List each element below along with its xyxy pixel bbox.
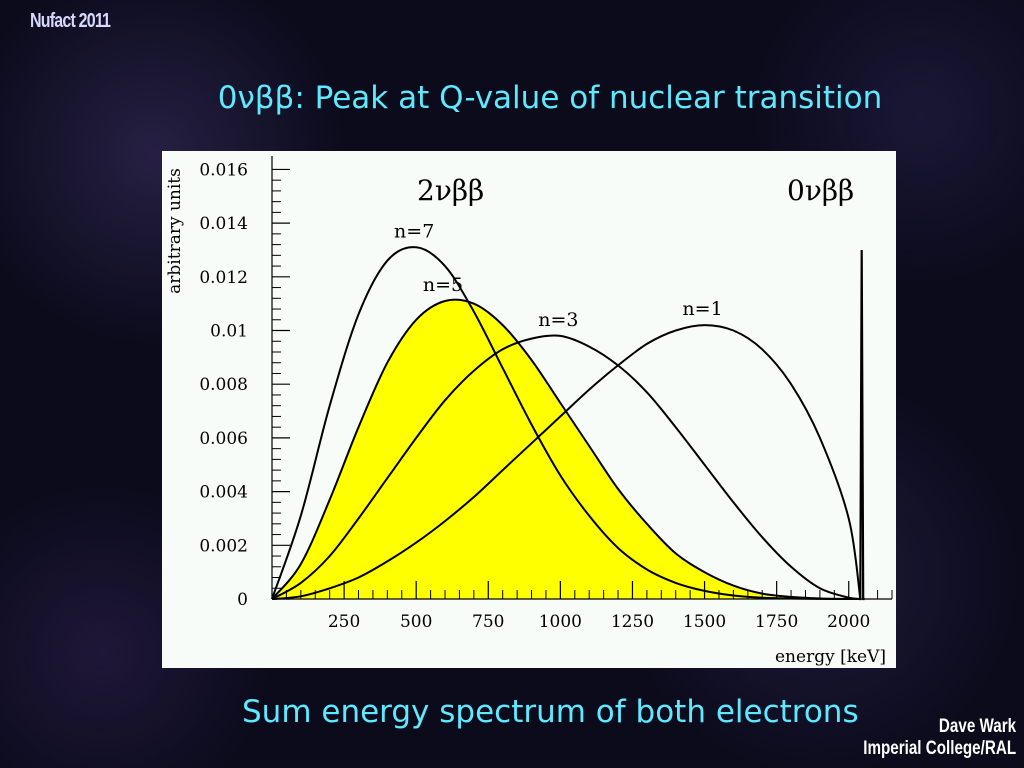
y-tick-label: 0.008 — [199, 375, 248, 395]
author-credit: Dave Wark Imperial College/RAL — [863, 716, 1016, 760]
y-tick-label: 0.01 — [210, 322, 248, 342]
x-tick-label: 2000 — [827, 612, 870, 632]
author-affiliation: Imperial College/RAL — [863, 738, 1016, 759]
slide-subtitle: Sum energy spectrum of both electrons — [242, 694, 859, 730]
y-tick-label: 0.006 — [199, 429, 248, 449]
x-axis-label: energy [keV] — [775, 647, 886, 667]
x-tick-label: 1250 — [611, 612, 654, 632]
series-label-n7: n=7 — [394, 220, 434, 242]
y-axis-label: arbitrary units — [165, 168, 185, 294]
series-label-n1: n=1 — [682, 298, 722, 320]
series-0vbb-peak — [858, 249, 865, 601]
y-tick-label: 0.002 — [199, 536, 248, 556]
x-tick-label: 1500 — [683, 612, 726, 632]
series-n7-curve — [271, 246, 861, 600]
y-tick-label: 0.016 — [199, 160, 248, 180]
y-tick-label: 0.014 — [199, 214, 248, 234]
y-tick-label: 0.012 — [199, 268, 248, 288]
spectrum-chart: n=7 n=5 n=3 n=1 0 0.002 0.004 0.006 0.008 0.01 0.0… — [165, 156, 893, 667]
series-n3-curve — [271, 334, 861, 600]
conference-label: Nufact 2011 — [30, 10, 111, 32]
slide-title: 0νββ: Peak at Q-value of nuclear transit… — [217, 80, 883, 116]
chart-panel: n=7 n=5 n=3 n=1 0 0.002 0.004 0.006 0.008 0.01 0.0… — [162, 151, 896, 668]
y-tick-label: 0.004 — [199, 483, 248, 503]
series-n1-curve — [271, 324, 862, 600]
author-name: Dave Wark — [938, 716, 1016, 737]
x-tick-label: 1750 — [755, 612, 798, 632]
y-tick-label: 0 — [237, 590, 248, 610]
annotation-2vbb: 2νββ — [417, 174, 484, 207]
series-label-n3: n=3 — [538, 309, 578, 331]
x-tick-label: 1000 — [539, 612, 582, 632]
series-n5-curve — [271, 298, 861, 600]
x-tick-label: 500 — [400, 612, 432, 632]
series-label-n5: n=5 — [423, 274, 463, 296]
x-tick-label: 250 — [328, 612, 360, 632]
annotation-0vbb: 0νββ — [787, 174, 854, 207]
x-tick-label: 750 — [472, 612, 504, 632]
series-n5-fill — [272, 299, 861, 599]
